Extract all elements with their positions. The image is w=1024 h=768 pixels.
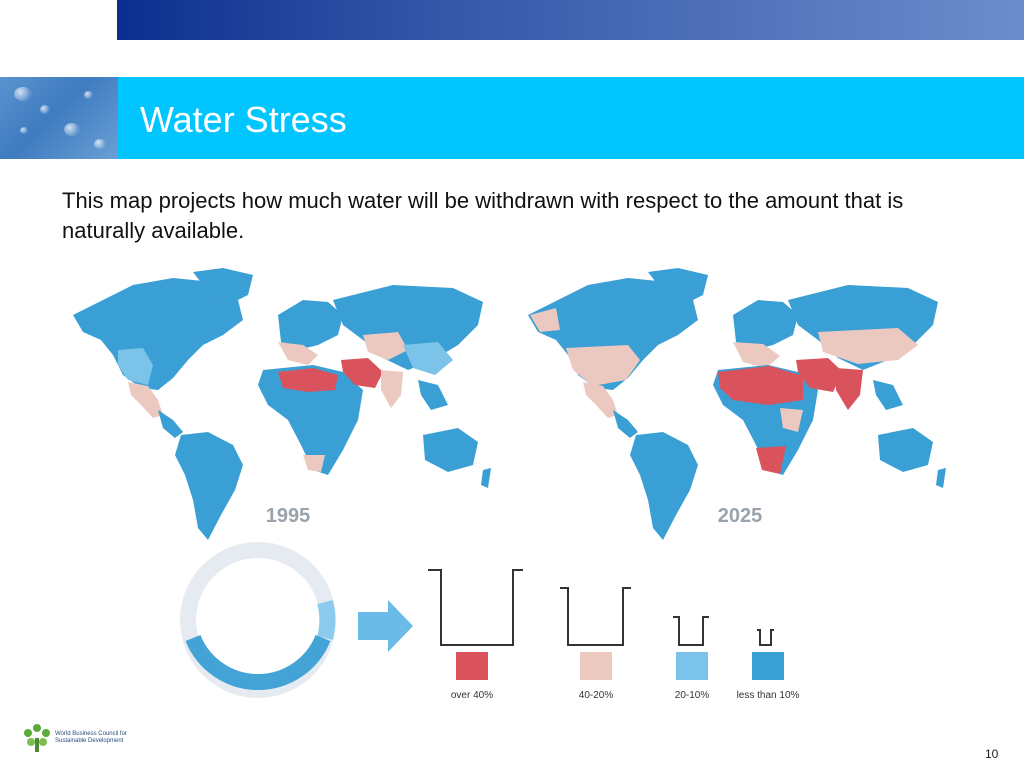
central-asia-2025 — [818, 328, 918, 364]
north-america-1995 — [73, 278, 243, 390]
australia-1995 — [423, 428, 478, 472]
legend: over 40% 40-20% 20-10% less than 10% — [451, 652, 800, 701]
title-band — [0, 77, 1024, 159]
legend-swatch-less-10 — [752, 652, 784, 680]
china-1995 — [403, 342, 453, 375]
header-gradient-bar — [117, 0, 1024, 40]
usa-2025 — [566, 345, 640, 386]
new-zealand-2025 — [936, 468, 946, 488]
east-africa-2025 — [780, 408, 803, 432]
bucket-small-icon — [673, 616, 709, 646]
footer-org-name: World Business Council for Sustainable D… — [55, 731, 145, 745]
south-africa-2025 — [756, 446, 786, 474]
south-africa-1995 — [303, 455, 325, 472]
new-zealand-1995 — [481, 468, 491, 488]
figure-svg: 1995 2025 — [73, 268, 946, 701]
central-america-2025 — [613, 410, 638, 438]
map-1995-year-label: 1995 — [266, 505, 311, 527]
withdrawal-ring — [180, 542, 336, 698]
bucket-icons — [428, 569, 774, 646]
map-2025: 2025 — [528, 268, 946, 540]
europe-2025 — [733, 300, 798, 350]
slide-description: This map projects how much water will be… — [62, 188, 904, 243]
legend-swatch-over-40 — [456, 652, 488, 680]
map-2025-year-label: 2025 — [718, 505, 763, 527]
australia-2025 — [878, 428, 933, 472]
map-1995: 1995 — [73, 268, 491, 540]
legend-label-less-10: less than 10% — [737, 690, 800, 701]
north-america-2025 — [528, 278, 698, 390]
mexico-1995 — [128, 382, 163, 418]
central-asia-1995 — [363, 332, 408, 360]
bucket-medium-icon — [560, 587, 631, 646]
south-america-1995 — [175, 432, 243, 540]
se-asia-1995 — [418, 380, 448, 410]
legend-label-40-20: 40-20% — [579, 690, 614, 701]
water-stress-figure: 1995 2025 — [63, 260, 960, 720]
bucket-large-icon — [428, 569, 523, 646]
wbcsd-logo — [24, 724, 50, 752]
page-number: 10 — [985, 747, 999, 761]
africa-1995 — [258, 365, 363, 475]
europe-south-1995 — [278, 342, 318, 365]
legend-swatch-20-10 — [676, 652, 708, 680]
bucket-tiny-icon — [757, 629, 774, 646]
central-america-1995 — [158, 410, 183, 438]
asia-1995 — [333, 285, 483, 370]
water-drops-image — [0, 77, 118, 159]
mexico-2025 — [583, 382, 618, 418]
greenland-1995 — [193, 268, 253, 305]
middle-east-1995 — [341, 358, 383, 388]
alaska-2025 — [530, 308, 560, 332]
se-asia-2025 — [873, 380, 903, 410]
legend-swatch-40-20 — [580, 652, 612, 680]
legend-label-over-40: over 40% — [451, 690, 493, 701]
south-america-2025 — [630, 432, 698, 540]
middle-east-2025 — [796, 358, 843, 392]
footer-org-line1: World Business Council for — [55, 731, 127, 737]
legend-label-20-10: 20-10% — [675, 690, 710, 701]
footer-org-line2: Sustainable Development — [55, 738, 124, 744]
india-1995 — [381, 370, 403, 408]
arrow-icon — [358, 600, 413, 652]
europe-south-2025 — [733, 342, 780, 368]
slide-title: Water Stress — [140, 99, 347, 140]
usa-west-1995 — [118, 348, 153, 385]
north-africa-2025 — [718, 366, 803, 405]
india-2025 — [836, 368, 863, 410]
europe-1995 — [278, 300, 343, 350]
greenland-2025 — [648, 268, 708, 305]
north-africa-1995 — [278, 368, 338, 392]
